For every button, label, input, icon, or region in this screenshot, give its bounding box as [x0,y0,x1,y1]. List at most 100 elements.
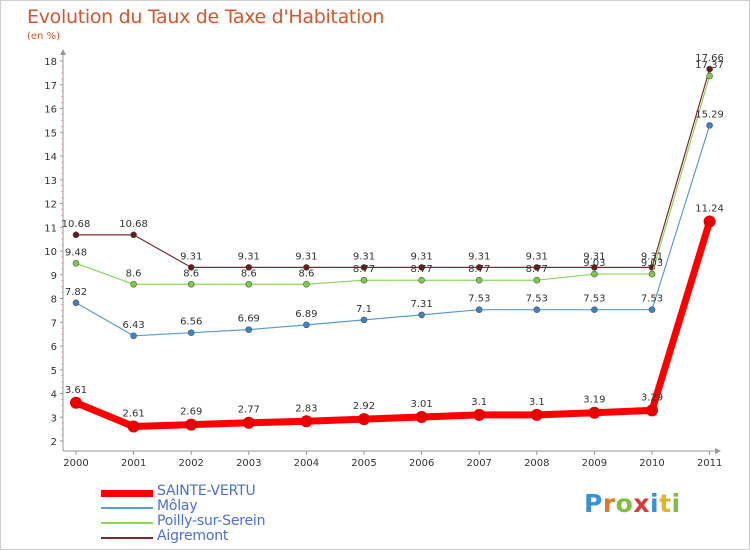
x-tick-label: 2010 [639,458,664,469]
series-line-sainte-vertu [72,218,714,431]
data-label-sainte-vertu: 3.19 [583,395,605,406]
data-label-poilly-sur-serein: 8.77 [468,264,490,275]
data-point-sainte-vertu [185,418,198,431]
y-tick-label: 4 [51,390,57,401]
data-label-poilly-sur-serein: 8.6 [298,268,314,279]
data-label-molay: 7.31 [410,299,432,310]
y-tick-label: 3 [51,413,57,424]
x-tick-label: 2001 [121,458,146,469]
logo-letter: r [602,489,616,518]
logo-letter: i [650,489,660,518]
data-point-molay [591,306,598,313]
data-point-aigremont [533,264,541,271]
legend-swatch [101,522,153,524]
data-point-aigremont [72,231,80,239]
data-label-molay: 7.53 [641,294,663,305]
logo-letter: x [633,489,650,518]
data-point-molay [303,321,310,329]
data-point-poilly-sur-serein [475,276,483,284]
data-point-aigremont [475,264,483,271]
data-point-molay [706,122,713,129]
series-line-aigremont [75,68,711,268]
data-label-molay: 7.53 [583,294,605,305]
chart-title: Evolution du Taux de Taxe d'Habitation [27,6,385,28]
data-point-sainte-vertu [646,404,658,417]
x-tick-label: 2007 [466,458,491,469]
series-line-poilly-sur-serein [75,75,711,285]
data-point-molay [187,329,195,337]
x-tick-label: 2002 [178,458,203,469]
x-tick-label: 2004 [294,458,319,469]
data-point-poilly-sur-serein [72,260,80,267]
y-tick-label: 10 [44,247,57,258]
y-tick-label: 8 [51,295,57,306]
legend-swatch [101,489,153,497]
data-label-molay: 7.1 [356,304,372,315]
data-label-sainte-vertu: 2.83 [295,403,317,414]
x-tick-label: 2009 [582,458,607,469]
x-tick-label: 2000 [63,458,88,469]
data-point-poilly-sur-serein [187,280,195,288]
legend-label: SAINTE-VERTU [157,483,256,499]
data-label-sainte-vertu: 3.1 [529,397,545,408]
data-label-aigremont: 10.68 [119,219,148,230]
data-label-sainte-vertu: 2.69 [180,407,202,418]
data-point-poilly-sur-serein [130,280,137,288]
data-point-aigremont [245,264,253,271]
data-point-molay [130,332,137,340]
data-point-poilly-sur-serein [360,276,368,284]
data-label-molay: 6.89 [295,309,317,320]
proxiti-logo: Proxiti [584,489,681,518]
data-label-molay: 7.53 [468,294,490,305]
data-label-poilly-sur-serein: 9.03 [583,258,605,269]
legend-label: Poilly-sur-Serein [157,513,266,529]
x-axis-arrow [715,448,721,454]
series-line-molay [75,124,711,337]
data-point-aigremont [303,264,310,271]
data-point-molay [418,311,425,319]
x-tick-label: 2008 [524,458,549,469]
data-point-aigremont [130,231,137,239]
data-label-poilly-sur-serein: 8.6 [241,268,257,279]
data-label-molay: 6.69 [238,314,260,325]
y-tick-label: 18 [44,57,57,68]
data-point-sainte-vertu [127,420,140,433]
legend-label: Môlay [157,498,198,514]
data-point-poilly-sur-serein [533,276,541,284]
data-label-poilly-sur-serein: 9.03 [641,258,663,269]
y-tick-label: 16 [44,105,57,116]
line-chart: 2 3 4 5 6 7 8 9 10 11 12 13 14 15 16 17 18 2000 2001 2002 20… [44,49,724,469]
data-label-sainte-vertu: 3.1 [471,397,487,408]
y-tick-label: 9 [51,271,57,282]
data-label-molay: 7.82 [65,287,87,298]
data-label-poilly-sur-serein: 8.6 [126,268,142,279]
data-label-sainte-vertu: 2.61 [122,409,144,420]
data-point-sainte-vertu [358,413,370,426]
data-label-aigremont: 9.31 [468,251,490,262]
y-tick-label: 15 [44,128,57,139]
data-point-sainte-vertu [300,415,313,428]
legend-swatch [101,507,153,509]
data-point-poilly-sur-serein [648,270,656,278]
x-tick-label: 2011 [697,458,722,469]
data-label-poilly-sur-serein: 8.77 [353,264,375,275]
x-tick-label: 2006 [409,458,434,469]
data-point-poilly-sur-serein [706,72,713,80]
data-label-sainte-vertu: 2.77 [238,405,260,416]
x-tick-label: 2003 [236,458,261,469]
series-layer [70,65,716,433]
data-label-poilly-sur-serein: 9.48 [65,247,87,258]
data-label-aigremont: 9.31 [295,251,317,262]
data-label-poilly-sur-serein: 8.77 [526,264,548,275]
data-point-sainte-vertu [703,215,716,228]
data-point-aigremont [360,264,368,271]
y-tick-label: 14 [44,152,57,163]
data-label-sainte-vertu: 3.29 [641,392,663,403]
data-label-aigremont: 9.31 [583,251,605,262]
data-point-molay [533,306,541,313]
data-point-aigremont [418,264,425,271]
data-labels-layer: 10.68 10.689.31 9.31 9.31 9.31 9.31 9.31 9.31 9.… [62,53,724,419]
data-label-sainte-vertu: 3.61 [65,385,87,396]
data-label-molay: 6.56 [180,317,202,328]
